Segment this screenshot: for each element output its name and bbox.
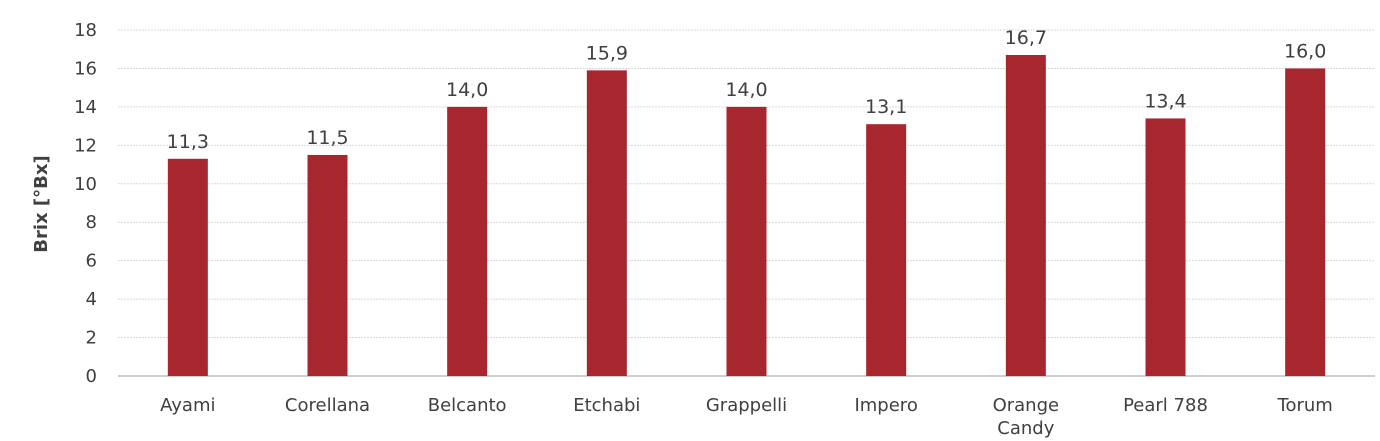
bars xyxy=(167,54,1326,376)
bar xyxy=(307,154,348,376)
x-category-label-line: Candy xyxy=(997,418,1054,439)
y-tick-label: 6 xyxy=(86,251,97,272)
x-category-label: Ayami xyxy=(160,395,215,416)
bar xyxy=(1145,118,1186,376)
x-category-label-line: Impero xyxy=(854,395,917,416)
bar xyxy=(167,158,208,376)
x-category-label: Orange Candy xyxy=(993,395,1060,439)
x-category-label-line: Pearl 788 xyxy=(1123,395,1208,416)
x-category-label-line: Torum xyxy=(1277,395,1333,416)
bar xyxy=(1005,54,1046,376)
data-label: 14,0 xyxy=(446,79,488,101)
y-tick-label: 12 xyxy=(74,135,97,156)
x-category-label: Pearl 788 xyxy=(1123,395,1208,416)
x-category-label-line: Ayami xyxy=(160,395,215,416)
x-category-label: Impero xyxy=(854,395,917,416)
x-category-label-line: Orange xyxy=(993,395,1060,416)
y-axis-ticks: 0 2 4 6 8 10 12 14 16 18 xyxy=(74,20,97,387)
x-category-label-line: Grappelli xyxy=(706,395,787,416)
data-label: 15,9 xyxy=(586,42,628,64)
data-label: 14,0 xyxy=(725,79,767,101)
x-category-label: Grappelli xyxy=(706,395,787,416)
y-tick-label: 16 xyxy=(74,58,97,79)
y-tick-label: 14 xyxy=(74,97,97,118)
x-category-label-line: Belcanto xyxy=(428,395,507,416)
x-category-label: Belcanto xyxy=(428,395,507,416)
data-label: 13,1 xyxy=(865,96,907,118)
x-category-label-line: Etchabi xyxy=(573,395,640,416)
bar xyxy=(1285,68,1326,376)
y-tick-label: 8 xyxy=(86,212,97,233)
bar xyxy=(726,106,767,376)
x-category-label: Torum xyxy=(1277,395,1333,416)
y-axis-title: Brix [°Bx] xyxy=(31,155,52,252)
data-label: 13,4 xyxy=(1144,90,1186,112)
bar xyxy=(866,124,907,376)
y-tick-label: 2 xyxy=(86,328,97,349)
data-labels: 11,3 11,5 14,0 15,9 14,0 13,1 16,7 13,4 16,0 xyxy=(167,27,1327,153)
y-tick-label: 10 xyxy=(74,174,97,195)
y-tick-label: 4 xyxy=(86,289,97,310)
bar xyxy=(447,106,488,376)
y-tick-label: 0 xyxy=(86,366,97,387)
x-category-label: Etchabi xyxy=(573,395,640,416)
x-category-label: Corellana xyxy=(285,395,370,416)
data-label: 16,7 xyxy=(1005,27,1047,49)
data-label: 11,3 xyxy=(167,131,209,153)
x-category-label-line: Corellana xyxy=(285,395,370,416)
data-label: 16,0 xyxy=(1284,40,1326,62)
y-tick-label: 18 xyxy=(74,20,97,41)
bar xyxy=(586,70,627,376)
x-axis-categories: Ayami Corellana Belcanto Etchabi Grappelli Im… xyxy=(160,395,1333,439)
data-label: 11,5 xyxy=(306,127,348,149)
